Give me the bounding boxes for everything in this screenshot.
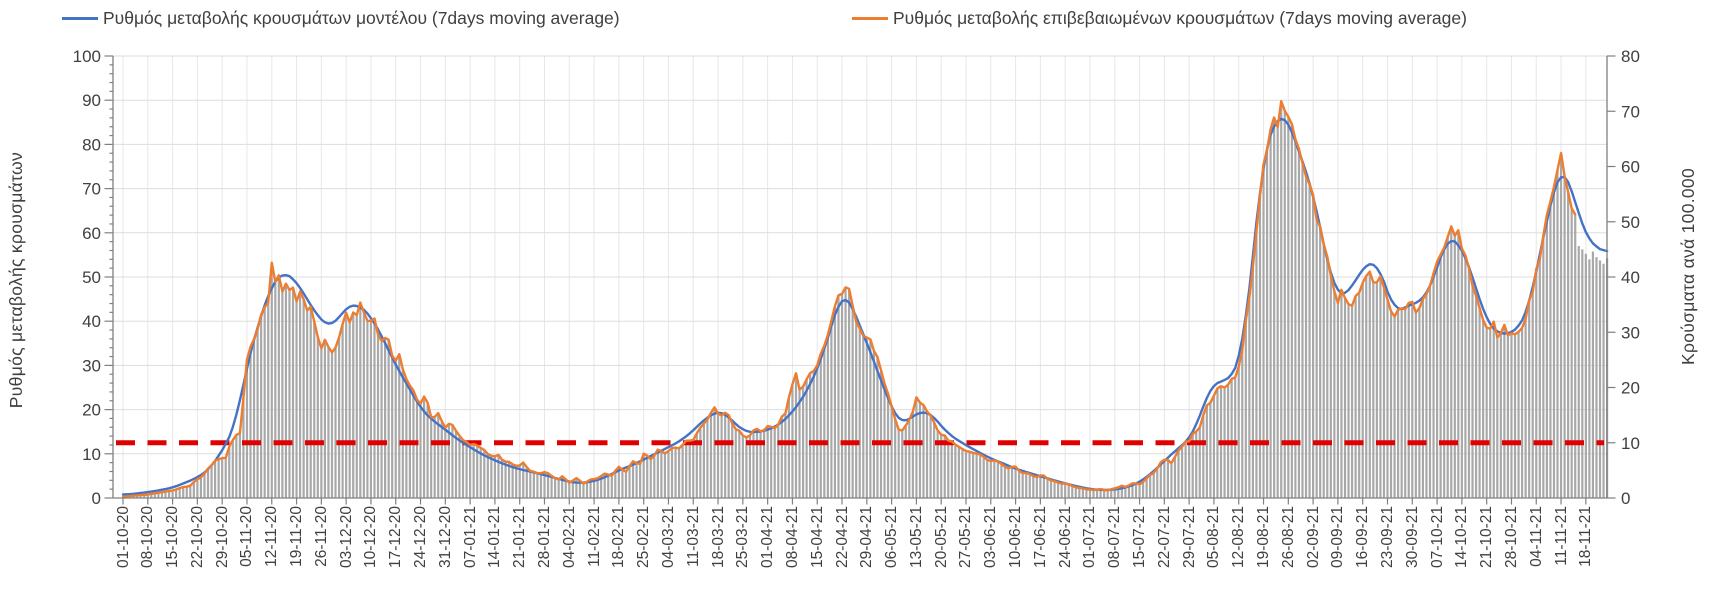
confirmed-line [121, 100, 1577, 498]
x-tick-label: 05-11-20 [238, 506, 256, 567]
left-axis-title: Ρυθμός μεταβολής κρουσμάτων [6, 152, 26, 409]
right-axis-tick-label: 30 [1621, 323, 1640, 342]
x-tick-label: 15-10-20 [164, 506, 182, 569]
right-axis-tick-label: 80 [1621, 47, 1640, 66]
x-tick-label: 12-11-20 [263, 506, 281, 567]
x-tick-label: 07-01-21 [461, 506, 479, 569]
x-tick-label: 31-12-20 [436, 506, 454, 569]
x-tick-label: 19-08-21 [1255, 506, 1273, 569]
right-axis-tick-label: 40 [1621, 268, 1640, 287]
left-axis-tick-label: 0 [92, 489, 101, 508]
right-axis-title: Κρούσματα ανά 100.000 [1678, 168, 1698, 365]
x-tick-label: 28-01-21 [535, 506, 553, 569]
x-tick-label: 22-10-20 [188, 506, 206, 569]
x-tick-label: 09-09-21 [1329, 506, 1347, 569]
x-tick-label: 23-09-21 [1378, 506, 1396, 569]
x-tick-label: 01-10-20 [114, 506, 132, 569]
legend-item-confirmed: Ρυθμός μεταβολής επιβεβαιωμένων κρουσμάτ… [852, 6, 1467, 30]
x-tick-label: 30-09-21 [1403, 506, 1421, 569]
x-tick-label: 25-02-21 [635, 506, 653, 569]
x-tick-label: 11-02-21 [585, 506, 603, 567]
right-axis-tick-label: 70 [1621, 102, 1640, 121]
x-tick-label: 26-11-20 [312, 506, 330, 567]
x-tick-label: 29-10-20 [213, 506, 231, 569]
x-tick-label: 02-09-21 [1304, 506, 1322, 569]
x-tick-label: 22-07-21 [1155, 506, 1173, 569]
x-tick-label: 16-09-21 [1354, 506, 1372, 569]
bars-series [121, 101, 1609, 499]
model-line [121, 117, 1609, 496]
x-tick-label: 20-05-21 [932, 506, 950, 569]
x-tick-label: 25-03-21 [734, 506, 752, 569]
x-tick-label: 15-07-21 [1131, 506, 1149, 569]
x-tick-label: 24-06-21 [1056, 506, 1074, 569]
x-tick-label: 04-11-21 [1527, 506, 1545, 567]
right-axis-tick-label: 50 [1621, 213, 1640, 232]
x-tick-label: 08-10-20 [139, 506, 157, 569]
x-tick-label: 29-04-21 [858, 506, 876, 569]
x-tick-label: 01-04-21 [759, 506, 777, 569]
legend-item-model: Ρυθμός μεταβολής κρουσμάτων μοντέλου (7d… [62, 6, 620, 30]
legend-label-confirmed: Ρυθμός μεταβολής επιβεβαιωμένων κρουσμάτ… [893, 7, 1467, 28]
x-tick-label: 28-10-21 [1502, 506, 1520, 569]
legend-label-model: Ρυθμός μεταβολής κρουσμάτων μοντέλου (7d… [103, 7, 620, 28]
x-tick-label: 18-11-21 [1577, 506, 1595, 567]
x-tick-label: 12-08-21 [1230, 506, 1248, 569]
x-tick-label: 05-08-21 [1205, 506, 1223, 569]
x-tick-label: 18-03-21 [709, 506, 727, 569]
model-line-swatch [62, 16, 98, 20]
x-tick-label: 03-12-20 [337, 506, 355, 569]
x-tick-label: 19-11-20 [288, 506, 306, 567]
x-tick-label: 04-03-21 [659, 506, 677, 569]
left-axis-tick-label: 70 [82, 180, 101, 199]
x-tick-label: 29-07-21 [1180, 506, 1198, 569]
right-axis-tick-label: 60 [1621, 158, 1640, 177]
left-axis-tick-labels: 0 10 20 30 40 50 60 70 80 90 100 [73, 47, 101, 508]
x-tick-label: 15-04-21 [808, 506, 826, 569]
right-axis-tick-label: 0 [1621, 489, 1630, 508]
right-axis-tick-label: 20 [1621, 379, 1640, 398]
x-tick-label: 27-05-21 [957, 506, 975, 569]
left-axis-tick-label: 90 [82, 91, 101, 110]
x-tick-label: 18-02-21 [610, 506, 628, 569]
x-tick-label: 11-11-21 [1552, 506, 1570, 566]
x-tick-label: 13-05-21 [907, 506, 925, 569]
x-tick-label: 10-06-21 [1007, 506, 1025, 569]
x-tick-label: 10-12-20 [362, 506, 380, 569]
right-axis-tick-label: 10 [1621, 434, 1640, 453]
x-tick-label: 04-02-21 [560, 506, 578, 569]
x-tick-label: 08-04-21 [783, 506, 801, 569]
x-tick-label: 21-01-21 [511, 506, 529, 569]
x-tick-label: 24-12-20 [412, 506, 430, 569]
left-axis-tick-label: 30 [82, 356, 101, 375]
left-axis-tick-label: 60 [82, 224, 101, 243]
x-tick-label: 14-10-21 [1453, 506, 1471, 569]
x-tick-label: 06-05-21 [883, 506, 901, 569]
left-axis-tick-label: 10 [82, 445, 101, 464]
left-axis-tick-label: 40 [82, 312, 101, 331]
x-tick-label: 08-07-21 [1106, 506, 1124, 569]
x-tick-label: 11-03-21 [684, 506, 702, 567]
left-axis-tick-label: 20 [82, 401, 101, 420]
axis-ticks [104, 55, 1616, 505]
x-tick-label: 03-06-21 [982, 506, 1000, 569]
x-tick-label: 07-10-21 [1428, 506, 1446, 569]
x-tick-label: 17-12-20 [387, 506, 405, 569]
right-axis-tick-labels: 0 10 20 30 40 50 60 70 80 [1621, 47, 1640, 508]
x-tick-label: 21-10-21 [1478, 506, 1496, 569]
x-tick-label: 17-06-21 [1031, 506, 1049, 569]
x-tick-label: 22-04-21 [833, 506, 851, 569]
confirmed-line-swatch [852, 16, 888, 20]
left-axis-tick-label: 80 [82, 135, 101, 154]
x-tick-label: 14-01-21 [486, 506, 504, 569]
left-axis-tick-label: 50 [82, 268, 101, 287]
x-tick-label: 26-08-21 [1279, 506, 1297, 569]
x-tick-label: 01-07-21 [1081, 506, 1099, 569]
left-axis-tick-label: 100 [73, 47, 101, 66]
